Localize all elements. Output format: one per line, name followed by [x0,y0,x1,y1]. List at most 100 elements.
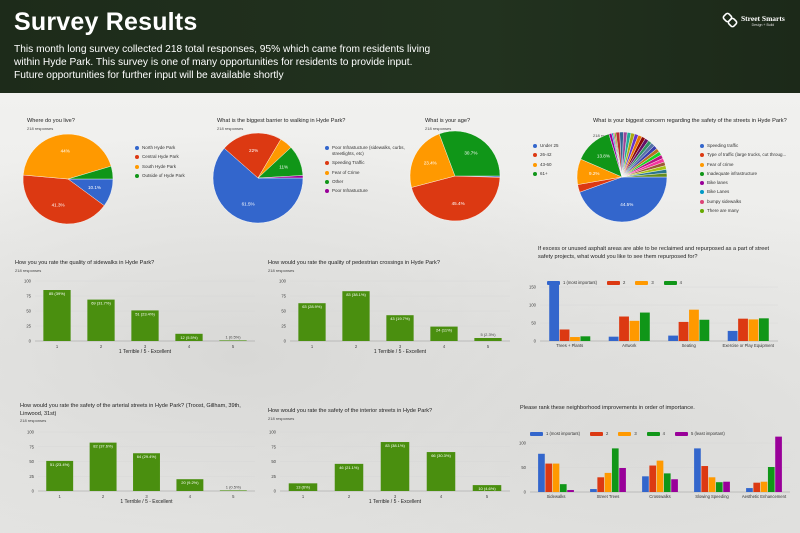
y-tick-label: 100 [529,303,537,308]
x-tick-label: 4 [443,344,446,349]
bar [629,320,640,341]
chart-card-c3: What is your age? 218 responses 45.4% 23.4%… [409,112,588,222]
legend-label: North Hyde Park [142,145,176,150]
bar [639,312,650,341]
bar [597,477,605,492]
legend: North Hyde Park Central Hyde Park South Hy… [135,145,230,182]
bar [689,309,699,341]
y-tick-label: 0 [29,339,32,344]
legend-label: Speeding traffic [707,143,739,148]
bar [559,484,567,492]
legend-label: Central Hyde Park [142,154,179,160]
legend-label: 5 (least important) [691,431,725,436]
y-tick-label: 0 [524,490,527,495]
bar-value-label: 63 (28.9%) [302,304,322,309]
legend-label: Poor Infrastucture (sidewalks, curbs, st… [332,145,405,156]
logo-tagline: Design + Build [751,22,775,27]
legend-dot [700,162,704,167]
legend-label: Speeding Traffic [332,160,365,166]
bar [552,463,560,492]
legend-item: Outside of Hyde Park [135,173,230,179]
chart-svg: 0 25 50 75 100 51 (23.4%) 1 82 (37.6%) 2 64 (29.4… [27,430,255,505]
x-tick-label: 1 [311,344,314,349]
x-tick-label: 2 [100,344,103,349]
legend-item: Bike Lanes [700,189,795,195]
legend-label: There are many [707,208,739,214]
y-tick-label: 50 [26,309,31,314]
chart-title: If excess or unused asphalt areas are ab… [538,246,770,260]
legend-item: South Hyde Park [135,164,230,170]
x-tick-label: 4 [188,344,191,349]
bar [608,336,619,341]
header: Survey Results This month long survey co… [0,0,800,93]
legend-label: 4 [662,431,666,436]
bar [708,477,716,492]
y-tick-label: 0 [534,339,537,344]
legend-label: 26-42 [540,152,552,158]
legend-dot [533,144,537,148]
legend-label: Outside of Hyde Park [142,172,185,178]
pie-slice [67,165,114,180]
chart-title: How would you rate the quality of pedest… [268,260,440,266]
legend-item: 43-60 [533,162,628,168]
x-tick-label: Trees + Plants [556,343,583,348]
bar [727,330,738,341]
legend-dot [700,153,704,158]
x-axis-label: 1 Terrible / 5 - Excellent [120,499,173,505]
bar-value-label: 64 (29.4%) [137,454,157,459]
legend-item: Type of traffic (large trucks, cut throu… [700,152,795,158]
bar [753,482,761,492]
response-count: 218 responses [217,125,244,131]
bar [131,310,159,341]
response-count: 218 responses [15,267,42,273]
bar [472,485,502,491]
legend-dot [135,173,139,178]
bar [604,472,612,492]
bar-value-label: 69 (31.7%) [91,301,111,306]
knot-logo-icon [722,12,738,28]
bar [474,338,502,341]
bar-value-label: 5 (2.3%) [480,332,496,337]
legend-item: Bike lanes [700,180,795,186]
y-tick-label: 75 [29,444,34,449]
bar [549,284,560,341]
legend-dot [533,153,537,158]
bar [87,299,115,341]
y-tick-label: 75 [26,294,31,299]
legend-dot [325,170,329,175]
chart-title: Please rank these neighborhood improveme… [520,405,695,411]
legend-swatch [646,431,660,436]
legend-dot [700,171,704,176]
legend-dot [135,164,139,169]
x-tick-label: Seating [682,343,697,348]
response-count: 218 responses [20,418,47,423]
chart-title: How you you rate the quality of sidewalk… [15,260,155,266]
bar [219,340,247,341]
bar-value-label: 46 (21.1%) [339,465,359,470]
y-tick-label: 0 [32,489,35,494]
x-tick-label: Crosswalks [649,494,670,499]
bar [43,290,71,341]
legend-label: Poor Infrastucture [332,188,368,194]
legend-item: Poor Infrastucture [325,188,420,194]
chart-title: What is your age? [425,118,471,124]
chart-svg: 0 50 100 150 Trees + Plants Artwork Seating Exe… [529,284,778,348]
chart-svg: 10.1% 41.3% 44% [22,133,114,225]
page-title: Survey Results [14,8,198,36]
legend-dot [700,144,704,148]
slice-label: 41.3% [52,203,65,208]
bar [671,479,678,492]
bar-value-label: 82 (37.6%) [93,444,113,449]
y-tick-label: 100 [279,279,287,284]
bar [701,466,709,492]
chart-card-c2: What is the biggest barrier to walking i… [210,112,410,224]
legend-item: 5 (least important) [675,431,725,436]
bar [611,448,619,492]
legend-item: Speeding Traffic [325,160,420,166]
y-tick-label: 25 [29,474,34,479]
legend-swatch [606,280,620,285]
legend-item: 3 [635,280,654,285]
x-tick-label: 5 [486,494,489,499]
bar [663,473,671,492]
slice-label: 30.7% [464,151,477,156]
